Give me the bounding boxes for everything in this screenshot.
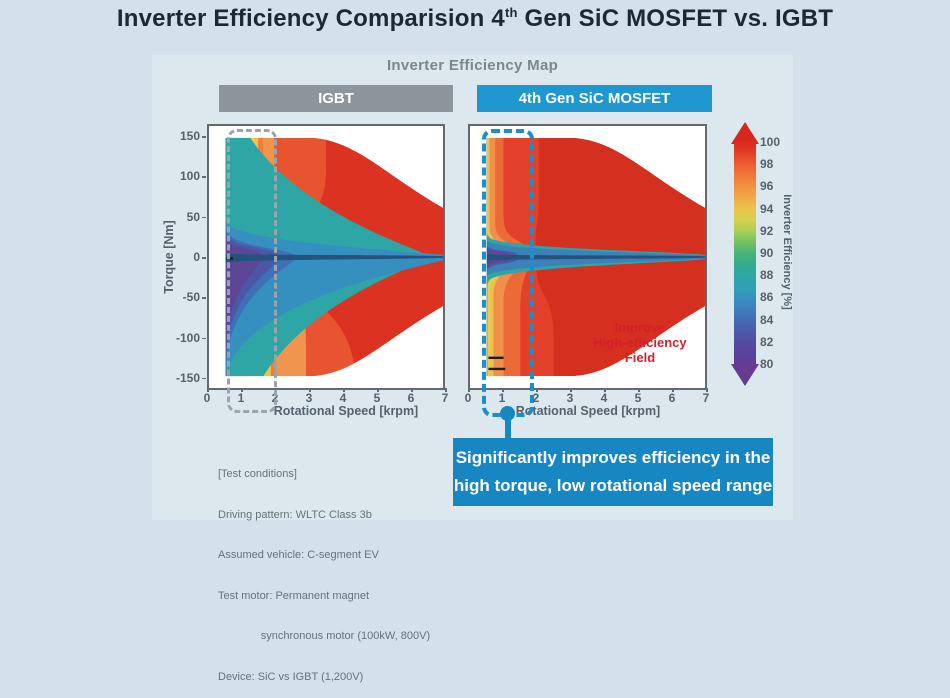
annotation-line: Improve bbox=[614, 320, 666, 335]
x-tick-mark bbox=[343, 388, 345, 392]
title-text-suffix: Gen SiC MOSFET vs. IGBT bbox=[517, 5, 834, 32]
colorbar-tick-label: 94 bbox=[760, 201, 774, 216]
test-conditions-line: [Test conditions] bbox=[218, 468, 297, 480]
x-tick-label: 7 bbox=[441, 391, 449, 405]
y-tick-mark bbox=[202, 216, 206, 219]
test-conditions-line: Device: SiC vs IGBT (1,200V) bbox=[218, 670, 364, 683]
callout-line-2: high torque, low rotational speed range bbox=[453, 476, 773, 495]
x-tick-mark bbox=[604, 388, 606, 392]
colorbar-tick-label: 82 bbox=[760, 334, 774, 349]
colorbar-tick-label: 92 bbox=[760, 223, 774, 238]
x-tick-label: 6 bbox=[407, 391, 415, 405]
colorbar-gradient-bar bbox=[734, 140, 756, 368]
map-heading: Inverter Efficiency Map bbox=[386, 57, 559, 74]
callout-connector-dot bbox=[500, 406, 515, 421]
igbt-efficiency-chart bbox=[207, 124, 445, 390]
y-tick-label: 150 bbox=[179, 129, 200, 144]
x-tick-label: 5 bbox=[634, 391, 642, 405]
x-tick-label: 2 bbox=[532, 391, 540, 405]
test-conditions: [Test conditions] Driving pattern: WLTC … bbox=[218, 441, 430, 698]
x-tick-mark bbox=[638, 388, 640, 392]
x-tick-mark bbox=[377, 388, 379, 392]
x-tick-mark bbox=[241, 388, 243, 392]
x-tick-mark bbox=[672, 388, 674, 392]
y-tick-label: -50 bbox=[182, 290, 200, 305]
igbt-efficiency-map-svg bbox=[225, 137, 443, 377]
title-superscript: th bbox=[504, 5, 518, 20]
colorbar-tick-label: 80 bbox=[760, 357, 774, 371]
x-tick-label: 7 bbox=[702, 391, 710, 405]
y-tick-label: 100 bbox=[179, 169, 200, 184]
colorbar-tick-label: 98 bbox=[760, 157, 774, 172]
callout-line-1: Significantly improves efficiency in the bbox=[455, 448, 771, 467]
x-tick-mark bbox=[706, 388, 708, 392]
x-tick-label: 5 bbox=[373, 391, 381, 405]
improve-high-efficiency-annotation: Improve High-efficiency Field bbox=[565, 320, 715, 365]
y-tick-mark bbox=[202, 337, 206, 340]
test-conditions-line: synchronous motor (100kW, 800V) bbox=[218, 630, 431, 642]
annotation-line: High-efficiency bbox=[593, 335, 687, 350]
x-tick-label: 6 bbox=[668, 391, 676, 405]
x-axis-label-left: Rotational Speed [krpm] bbox=[273, 404, 419, 418]
test-conditions-line: Driving pattern: WLTC Class 3b bbox=[218, 508, 372, 521]
y-tick-label: -100 bbox=[175, 330, 200, 345]
x-tick-label: 1 bbox=[237, 391, 245, 405]
x-tick-label: 0 bbox=[464, 391, 472, 405]
x-tick-mark bbox=[207, 388, 209, 392]
y-tick-mark bbox=[202, 377, 206, 380]
colorbar-tick-label: 90 bbox=[760, 246, 774, 260]
test-conditions-line: Assumed vehicle: C-segment EV bbox=[218, 549, 379, 561]
x-axis-label-right: Rotational Speed [krpm] bbox=[515, 404, 661, 418]
x-tick-mark bbox=[309, 388, 311, 392]
sic-lowspeed-highlight-box bbox=[482, 129, 534, 417]
x-tick-label: 0 bbox=[203, 391, 211, 405]
colorbar-top-arrow bbox=[731, 122, 759, 144]
colorbar-tick-label: 84 bbox=[760, 312, 774, 327]
colorbar-tick-label: 100 bbox=[760, 135, 781, 149]
annotation-line: Field bbox=[624, 350, 656, 365]
y-tick-mark bbox=[202, 176, 206, 178]
igbt-label-chip: IGBT bbox=[219, 85, 453, 112]
x-tick-label: 3 bbox=[566, 391, 574, 405]
x-tick-label: 3 bbox=[305, 391, 313, 405]
x-tick-mark bbox=[445, 388, 447, 392]
callout-box: Significantly improves efficiency in the… bbox=[453, 438, 773, 506]
x-tick-label: 4 bbox=[600, 391, 608, 405]
igbt-lowspeed-highlight-box bbox=[227, 129, 277, 413]
test-conditions-line: Test motor: Permanent magnet bbox=[218, 589, 370, 602]
y-tick-label: 0 bbox=[193, 250, 200, 264]
y-tick-label: -150 bbox=[175, 370, 200, 385]
x-tick-label: 1 bbox=[498, 391, 506, 405]
page-title: Inverter Efficiency Comparision 4th Gen … bbox=[0, 5, 950, 33]
x-tick-mark bbox=[570, 388, 572, 392]
colorbar-tick-label: 96 bbox=[760, 179, 774, 194]
y-tick-mark bbox=[202, 257, 206, 259]
y-tick-mark bbox=[202, 136, 206, 138]
colorbar-tick-label: 88 bbox=[760, 268, 774, 283]
x-tick-mark bbox=[468, 388, 470, 392]
callout-connector-line bbox=[505, 412, 511, 440]
x-tick-mark bbox=[536, 388, 538, 392]
y-tick-label: 50 bbox=[186, 209, 200, 224]
x-tick-label: 4 bbox=[339, 391, 347, 405]
title-text: Inverter Efficiency Comparision 4 bbox=[116, 5, 505, 32]
y-tick-mark bbox=[202, 297, 206, 299]
colorbar bbox=[731, 122, 759, 386]
x-tick-mark bbox=[502, 388, 504, 392]
colorbar-axis-label: Inverter Efficiency [%] bbox=[781, 194, 793, 310]
colorbar-tick-label: 86 bbox=[760, 290, 774, 305]
sic-mosfet-label-chip: 4th Gen SiC MOSFET bbox=[477, 85, 712, 112]
x-tick-mark bbox=[411, 388, 413, 392]
colorbar-bottom-arrow bbox=[731, 364, 759, 386]
